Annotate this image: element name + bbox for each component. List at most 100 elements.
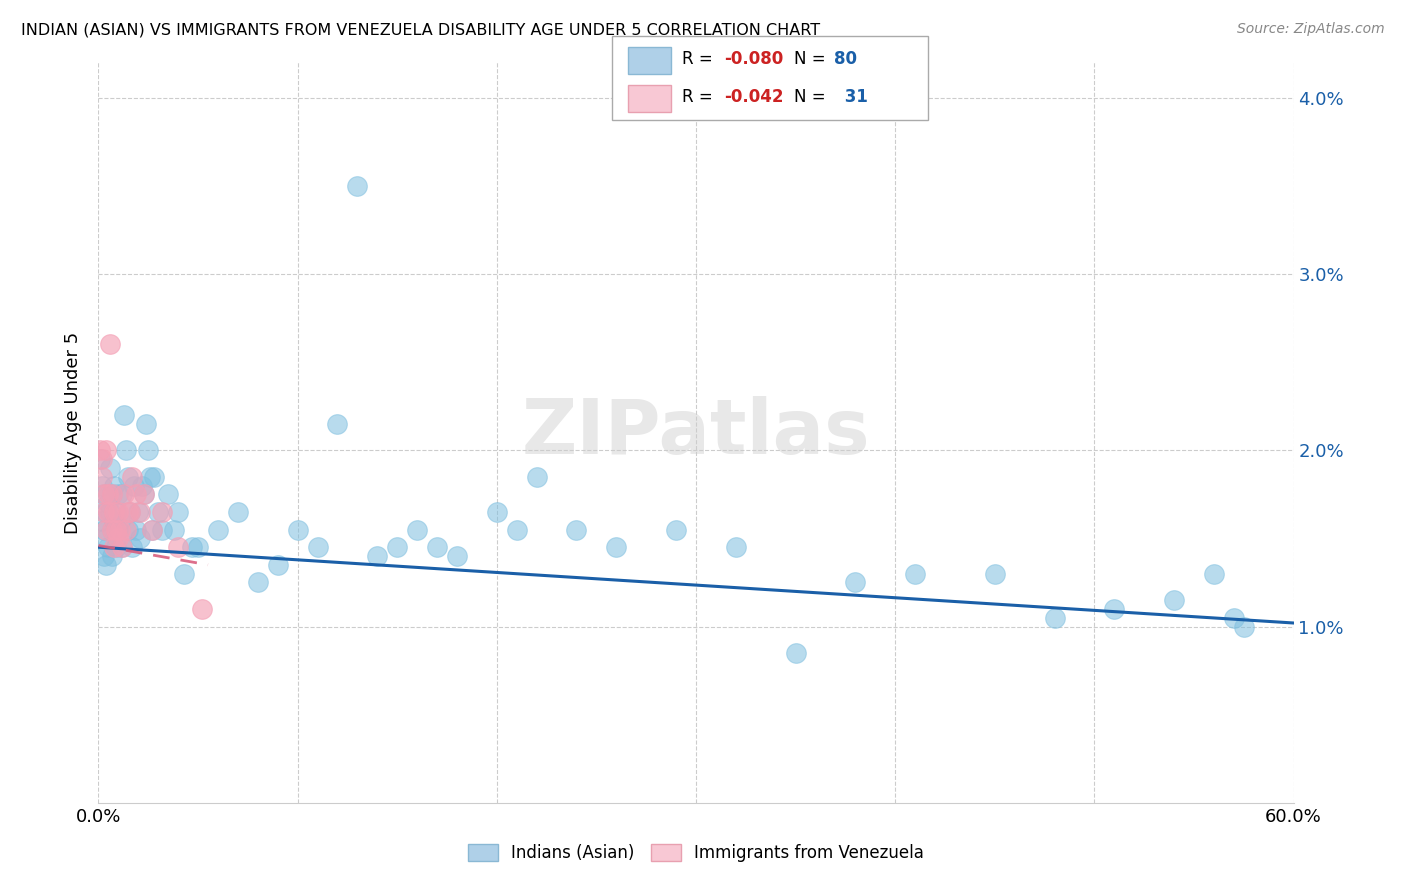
Point [105, 523, 128, 537]
Point [97, 487, 120, 501]
Point [844, 575, 866, 590]
Point [139, 469, 162, 483]
Point [1163, 593, 1185, 607]
Point [103, 540, 125, 554]
Point [1043, 610, 1066, 624]
Point [125, 523, 148, 537]
Point [103, 505, 125, 519]
Point [101, 487, 124, 501]
Point [93, 523, 115, 537]
Point [117, 523, 139, 537]
Point [89, 452, 111, 467]
Point [97, 496, 120, 510]
Point [246, 575, 269, 590]
Point [406, 523, 429, 537]
Point [93, 487, 115, 501]
Text: R =: R = [682, 51, 718, 69]
Point [107, 532, 129, 546]
Point [101, 487, 124, 501]
Point [1233, 619, 1256, 633]
Point [115, 523, 138, 537]
Point [96, 523, 118, 537]
Point [307, 540, 329, 554]
Point [120, 505, 142, 519]
Text: -0.080: -0.080 [724, 51, 783, 69]
Point [167, 540, 190, 554]
Point [134, 487, 156, 501]
Point [181, 540, 204, 554]
Point [665, 523, 688, 537]
Point [97, 540, 120, 554]
Point [143, 469, 166, 483]
Point [105, 540, 128, 554]
Point [101, 549, 124, 563]
Point [101, 523, 124, 537]
Point [526, 469, 548, 483]
Point [326, 417, 349, 431]
Point [110, 523, 132, 537]
Point [103, 514, 125, 528]
Point [129, 505, 152, 519]
Point [1223, 610, 1246, 624]
Point [129, 532, 152, 546]
Point [101, 523, 124, 537]
Text: 31: 31 [839, 87, 869, 105]
Legend: Indians (Asian), Immigrants from Venezuela: Indians (Asian), Immigrants from Venezue… [461, 837, 931, 869]
Point [110, 514, 132, 528]
Point [187, 540, 209, 554]
Point [150, 505, 173, 519]
Point [96, 505, 118, 519]
Point [89, 443, 111, 458]
Point [91, 452, 114, 467]
Point [134, 487, 156, 501]
Y-axis label: Disability Age Under 5: Disability Age Under 5 [63, 332, 82, 533]
Text: N =: N = [794, 51, 831, 69]
Point [93, 487, 115, 501]
Point [117, 505, 139, 519]
Point [1202, 566, 1225, 581]
Point [93, 549, 115, 563]
Point [124, 478, 146, 492]
Point [207, 523, 229, 537]
Point [150, 523, 173, 537]
Point [112, 408, 135, 422]
Point [91, 478, 114, 492]
Point [984, 566, 1007, 581]
Point [111, 540, 134, 554]
Point [96, 443, 118, 458]
Point [157, 487, 180, 501]
Point [506, 523, 529, 537]
Point [111, 487, 134, 501]
Point [346, 178, 368, 193]
Text: 80: 80 [834, 51, 856, 69]
Point [120, 505, 142, 519]
Text: ZIPatlas: ZIPatlas [522, 396, 870, 469]
Point [93, 505, 115, 519]
Point [565, 523, 588, 537]
Point [226, 505, 249, 519]
Point [366, 549, 388, 563]
Point [485, 505, 508, 519]
Point [117, 469, 139, 483]
Point [267, 558, 290, 572]
Point [135, 417, 157, 431]
Point [426, 540, 449, 554]
Point [173, 566, 195, 581]
Point [167, 505, 190, 519]
Point [136, 443, 159, 458]
Text: R =: R = [682, 87, 718, 105]
Point [91, 514, 114, 528]
Point [111, 540, 134, 554]
Point [112, 487, 135, 501]
Point [385, 540, 409, 554]
Point [105, 505, 128, 519]
Point [96, 532, 118, 546]
Point [191, 602, 214, 616]
Point [131, 478, 153, 492]
Point [127, 505, 149, 519]
Point [98, 461, 122, 475]
Point [98, 337, 122, 351]
Text: N =: N = [794, 87, 831, 105]
Point [785, 646, 807, 660]
Point [446, 549, 468, 563]
